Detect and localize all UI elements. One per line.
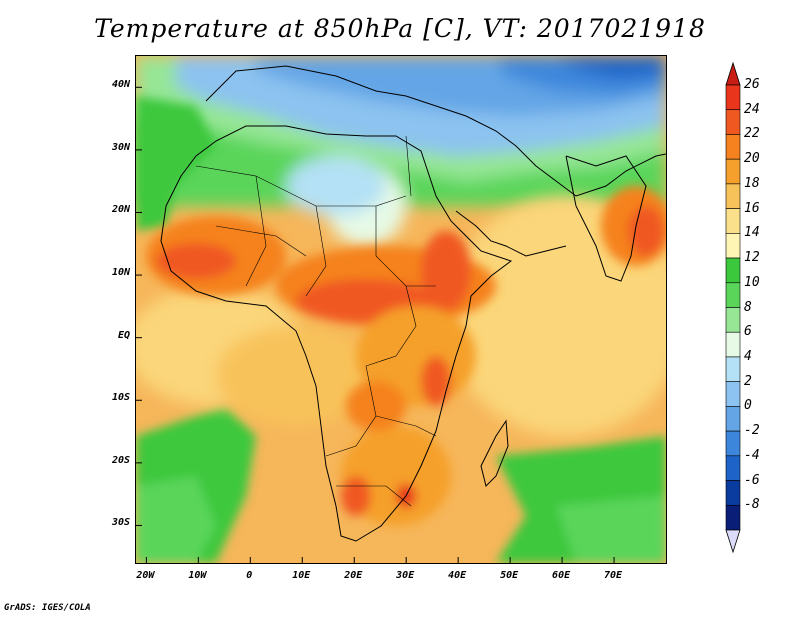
lon-tick-label: 50E: [500, 570, 519, 581]
colorbar-segment: [725, 455, 741, 481]
colorbar-label: 8: [744, 299, 752, 315]
colorbar-label: 24: [744, 101, 760, 117]
colorbar-label: 26: [744, 77, 760, 92]
colorbar-under-triangle: [725, 529, 741, 554]
chart-title: Temperature at 850hPa [C], VT: 201702191…: [94, 14, 706, 43]
lat-tick-label: EQ: [117, 329, 130, 341]
lon-tick-label: 70E: [604, 570, 623, 581]
colorbar-label: 14: [744, 225, 760, 241]
lon-tick-label: 40E: [448, 570, 467, 581]
lon-tick-label: 20E: [344, 570, 363, 581]
colorbar-label: 20: [744, 151, 760, 167]
colorbar-segment: [725, 356, 741, 382]
colorbar-label: 0: [744, 398, 752, 414]
credit-label: GrADS: IGES/COLA: [4, 603, 91, 613]
colorbar-segment: [725, 430, 741, 457]
colorbar-segment: [725, 331, 741, 358]
colorbar-segment: [725, 134, 741, 160]
colorbar-label: -2: [744, 423, 760, 439]
colorbar-label: -8: [744, 497, 760, 513]
lat-tick-label: 30N: [111, 141, 130, 153]
lon-tick-label: 10E: [292, 570, 311, 581]
lat-tick-label: 20N: [111, 204, 130, 216]
colorbar-label: -6: [744, 472, 760, 488]
colorbar-label: 6: [744, 324, 752, 340]
colorbar-label: 18: [744, 175, 760, 191]
colorbar-label: 12: [744, 250, 760, 266]
lat-tick-label: 10N: [111, 267, 130, 279]
colorbar: [725, 61, 741, 554]
colorbar-segment: [725, 381, 741, 407]
colorbar-segment: [725, 109, 741, 135]
colorbar-segment: [725, 183, 741, 209]
colorbar-segment: [725, 257, 741, 284]
colorbar-segment: [725, 406, 741, 432]
colorbar-segment: [725, 158, 741, 185]
colorbar-segment: [725, 480, 741, 506]
colorbar-segment: [725, 233, 741, 259]
colorbar-label: 4: [744, 348, 752, 364]
map-panel: [135, 55, 667, 564]
colorbar-label: 16: [744, 200, 760, 216]
lon-tick-label: 10W: [188, 570, 207, 581]
colorbar-segment: [725, 307, 741, 333]
colorbar-label: 10: [744, 274, 760, 290]
lat-tick-label: 40N: [111, 79, 130, 91]
colorbar-label: -4: [744, 447, 760, 463]
colorbar-label: 22: [744, 126, 760, 142]
colorbar-segment: [725, 208, 741, 234]
lon-tick-label: 30E: [396, 570, 415, 581]
lat-tick-label: 20S: [111, 454, 130, 466]
colorbar-segment: [725, 504, 741, 531]
lon-tick-label: 20W: [136, 570, 155, 581]
temperature-field: [136, 56, 666, 563]
lon-tick-label: 60E: [552, 570, 571, 581]
coastlines: [160, 65, 666, 542]
colorbar-segment: [725, 84, 741, 111]
lat-tick-label: 10S: [111, 392, 130, 404]
colorbar-segment: [725, 282, 741, 308]
colorbar-label: 2: [744, 373, 752, 389]
lat-tick-label: 30S: [111, 517, 130, 529]
colorbar-over-triangle: [725, 61, 741, 86]
lon-tick-label: 0: [246, 570, 253, 581]
